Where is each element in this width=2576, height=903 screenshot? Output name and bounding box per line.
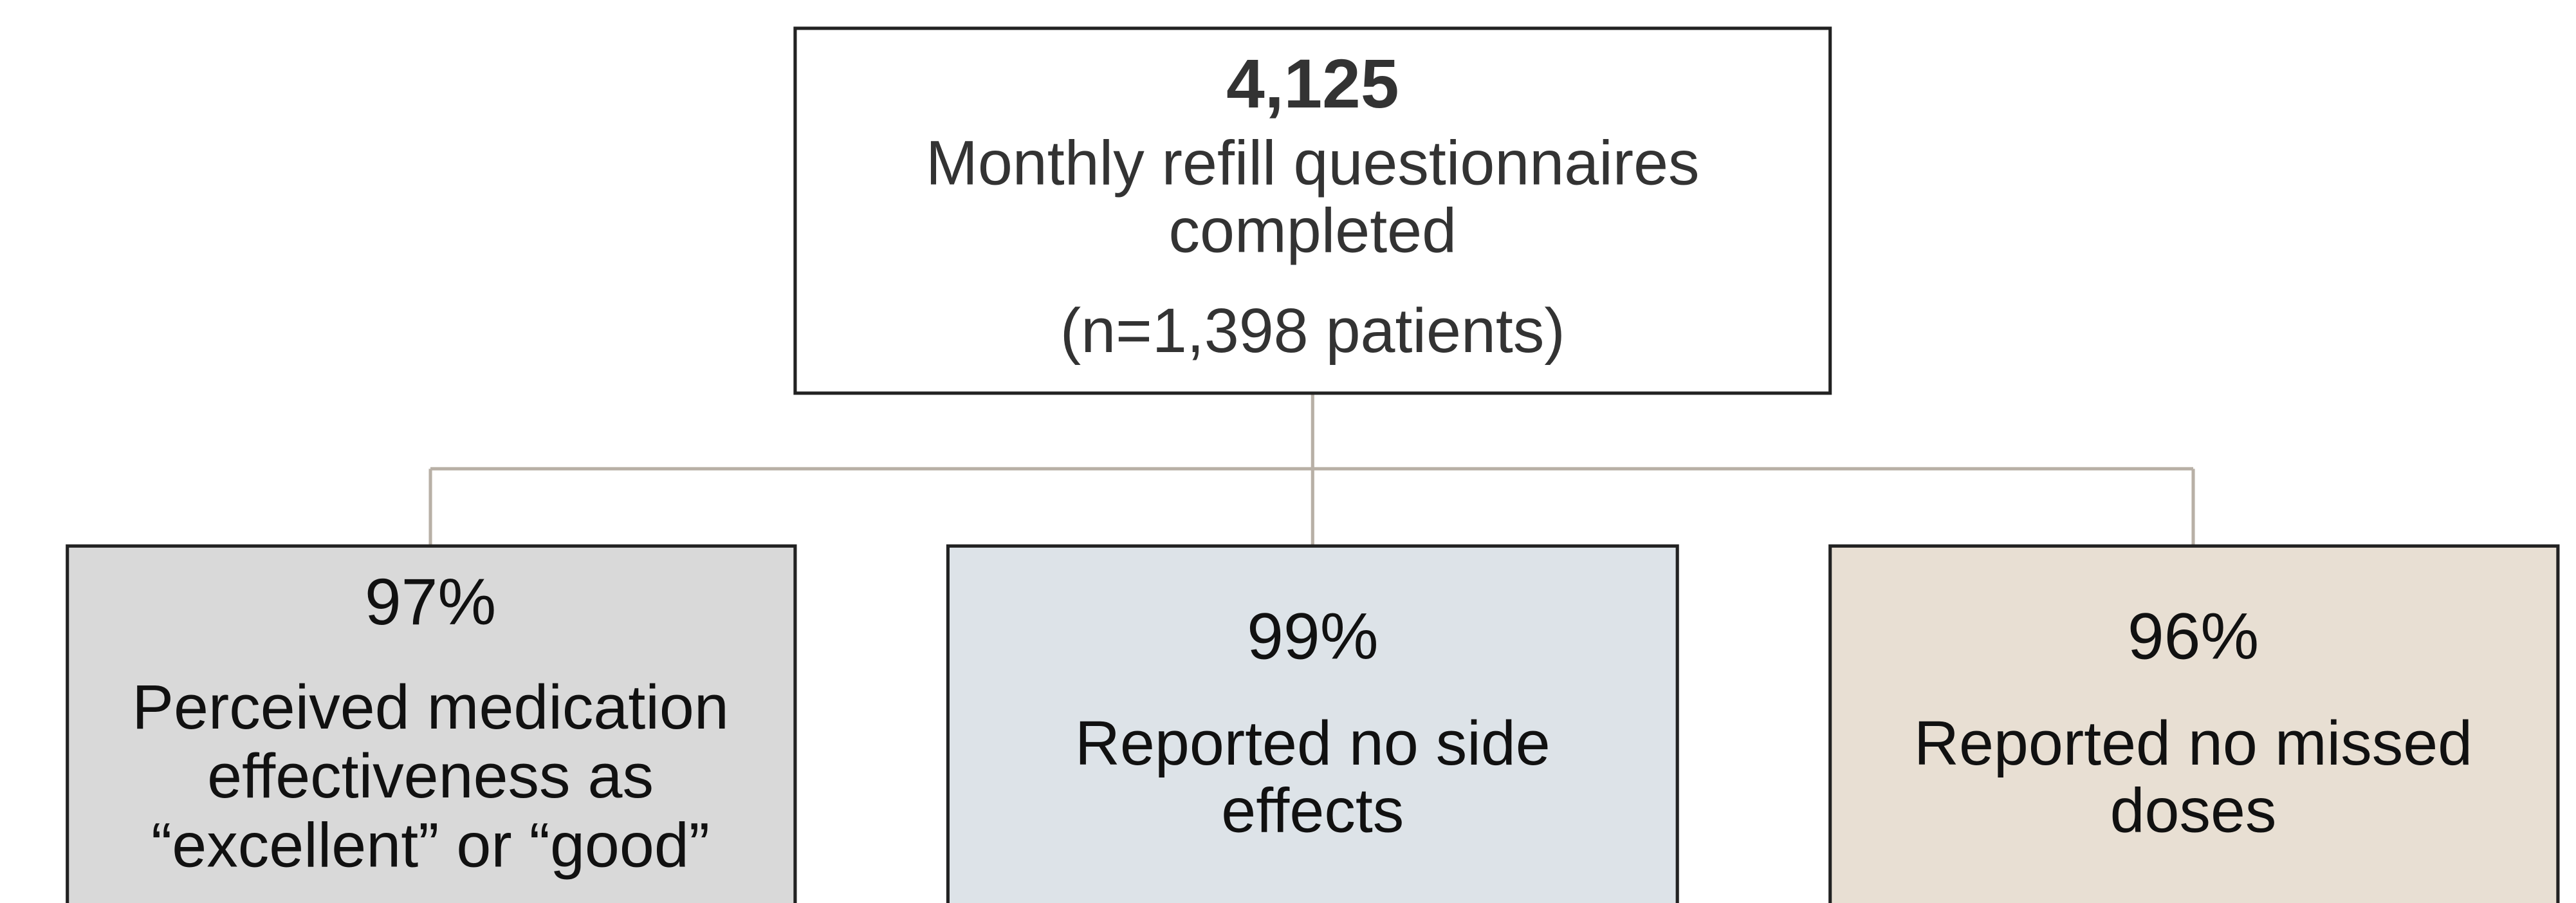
top-label: Monthly refill questionnaires [926,128,1700,198]
node-box [66,544,797,903]
node-box [1828,544,2560,903]
node-label: effects [1221,776,1404,846]
top-box [793,26,1832,395]
node-label: effectiveness as [207,741,654,811]
node-label: doses [2110,776,2277,846]
node-label: Reported no side [1075,708,1550,778]
node-box [946,544,1679,903]
top-note: (n=1,398 patients) [1060,295,1565,366]
node-label: Reported no missed [1914,708,2472,778]
node-label: Perceived medication [132,672,729,742]
top-label: completed [1168,195,1457,265]
connectors [428,393,2195,546]
node-value: 97% [365,565,496,638]
node-value: 96% [2128,599,2259,673]
top-value: 4,125 [1226,45,1399,122]
node-label: “excellent” or “good” [151,810,710,880]
node-value: 99% [1247,599,1378,673]
